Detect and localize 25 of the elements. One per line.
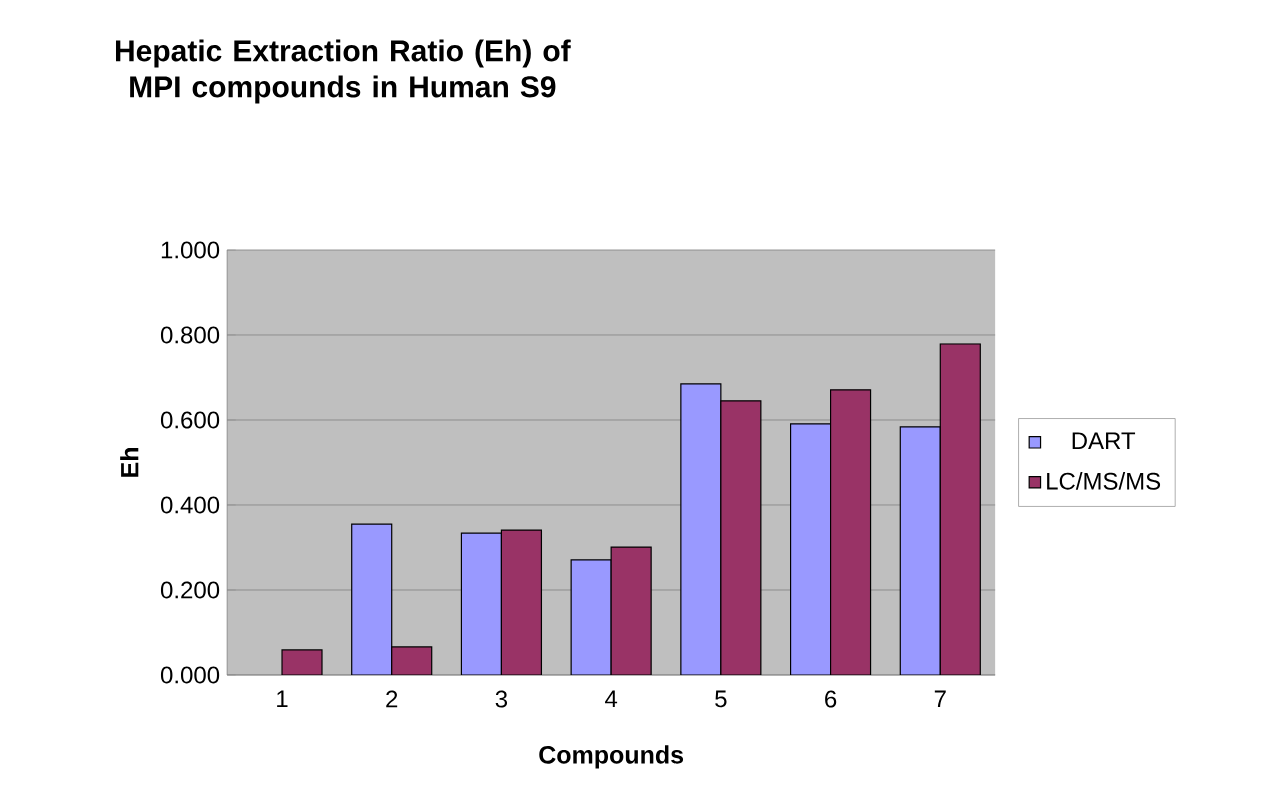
x-tick-label: 4 (605, 690, 618, 708)
chart-title: Hepatic Extraction Ratio (Eh) of MPI compounds in Human S9 (115, 39, 571, 104)
y-tick-label: 0.200 (160, 581, 220, 599)
bar (680, 383, 722, 675)
x-tick-label: 6 (825, 690, 837, 708)
x-tick-label: 5 (715, 690, 727, 708)
x-tick-label: 2 (386, 690, 398, 708)
bar (281, 649, 323, 675)
legend-label: DART (1072, 432, 1136, 450)
y-tick-label: 1.000 (161, 241, 220, 259)
x-tick-label: 1 (277, 690, 288, 708)
y-tick-label: 0.000 (160, 666, 220, 684)
x-axis-title: Compounds (539, 745, 684, 769)
x-tick-label: 3 (495, 690, 508, 708)
x-tick-label: 7 (934, 690, 946, 708)
bar (351, 523, 393, 675)
y-tick-label: 0.800 (160, 326, 220, 344)
bar (570, 559, 612, 675)
y-axis-title: Eh (120, 448, 139, 477)
y-tick-label: 0.400 (160, 496, 220, 514)
bar (460, 532, 503, 675)
bar (789, 423, 832, 675)
legend-label: LC/MS/MS (1047, 472, 1161, 490)
bar (899, 426, 941, 675)
y-tick-label: 0.600 (160, 411, 220, 429)
